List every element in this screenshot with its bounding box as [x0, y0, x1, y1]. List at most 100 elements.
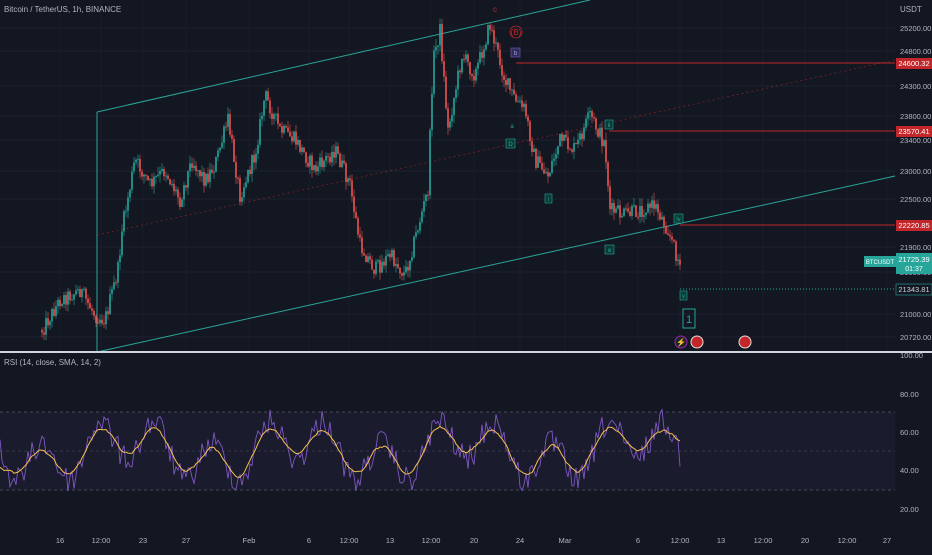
channel-midline — [96, 59, 896, 236]
candle-body — [679, 259, 681, 265]
candle-body — [453, 98, 455, 115]
candle-body — [519, 100, 521, 102]
rsi-legend[interactable]: RSI (14, close, SMA, 14, 2) — [4, 358, 101, 367]
candle-body — [463, 58, 465, 60]
candle-body — [497, 42, 499, 50]
wave-label-d: D — [508, 142, 513, 148]
candle-body — [509, 78, 511, 90]
candle-body — [133, 162, 135, 172]
price-chart-svg[interactable]: c (B) b a D i ii iii iv v 1 ⚡ — [0, 0, 932, 353]
wave-label-c: c — [493, 5, 497, 14]
candle-body — [465, 54, 467, 60]
rsi-tick-label: 20.00 — [900, 505, 919, 514]
candle-body — [571, 149, 573, 152]
candle-body — [153, 176, 155, 187]
candle-body — [583, 127, 585, 140]
candle-body — [597, 129, 599, 137]
candle-body — [397, 264, 399, 268]
candle-body — [567, 137, 569, 150]
candle-body — [237, 177, 239, 179]
wave-label-i: i — [548, 197, 549, 203]
candle-body — [291, 136, 293, 142]
wave-label-iii: iii — [608, 248, 611, 254]
channel-upper-line[interactable] — [96, 0, 591, 113]
candle-body — [379, 260, 381, 273]
candle-body — [353, 196, 355, 213]
candle-body — [671, 236, 673, 240]
candle-body — [411, 257, 413, 261]
main-legend[interactable]: Bitcoin / TetherUS, 1h, BINANCE — [4, 5, 122, 14]
candle-body — [261, 115, 263, 120]
candle-body — [487, 25, 489, 45]
candle-body — [655, 204, 657, 209]
candle-body — [107, 311, 109, 315]
candle-body — [421, 211, 423, 223]
symbol-name[interactable]: Bitcoin / TetherUS — [4, 5, 68, 14]
candle-body — [75, 290, 77, 295]
candle-body — [423, 201, 425, 212]
candle-body — [399, 267, 401, 274]
candle-body — [601, 127, 603, 146]
candle-body — [197, 170, 199, 172]
candle-body — [621, 215, 623, 218]
candle-body — [373, 269, 375, 274]
candle-body — [615, 208, 617, 213]
price-axis[interactable]: USDT 25200.00 24800.00 24300.00 23800.00 234… — [864, 5, 932, 342]
rsi-axis[interactable]: 100.00 80.00 60.00 40.00 20.00 — [900, 351, 923, 514]
candle-body — [629, 211, 631, 216]
candle-body — [185, 185, 187, 188]
candle-body — [301, 147, 303, 152]
rsi-chart-svg[interactable]: 100.00 80.00 60.00 40.00 20.00 — [0, 351, 932, 530]
price-badge-level2 — [896, 126, 932, 137]
candle-body — [105, 311, 107, 325]
candle-body — [451, 114, 453, 122]
rsi-pane[interactable]: 100.00 80.00 60.00 40.00 20.00 RSI (14, clos… — [0, 351, 932, 530]
candle-body — [481, 52, 483, 58]
candle-body — [41, 330, 43, 333]
price-badge-level3-text: 22220.85 — [898, 221, 929, 230]
candle-body — [221, 142, 223, 148]
time-label: 27 — [883, 536, 891, 545]
candle-body — [331, 151, 333, 163]
candle-body — [537, 156, 539, 168]
rsi-tick-label: 60.00 — [900, 428, 919, 437]
candle-body — [507, 78, 509, 85]
economic-event-icon — [690, 335, 704, 349]
candle-body — [285, 125, 287, 128]
candle-body — [577, 139, 579, 145]
candle-body — [521, 100, 523, 108]
rsi-line — [0, 408, 681, 492]
candle-body — [573, 143, 575, 152]
price-chart-pane[interactable]: c (B) b a D i ii iii iv v 1 ⚡ — [0, 0, 932, 353]
candle-body — [207, 173, 209, 183]
candle-body — [603, 140, 605, 146]
time-axis[interactable]: 16 12:00 23 27 Feb 6 12:00 13 12:00 20 24 Mar 6 12:00… — [0, 530, 932, 550]
candle-body — [349, 178, 351, 181]
wave-b-marker-box — [510, 47, 521, 58]
candle-body — [137, 158, 139, 160]
candle-body — [275, 113, 277, 115]
candle-body — [563, 134, 565, 141]
candle-body — [409, 260, 411, 271]
candle-body — [641, 206, 643, 217]
wave-labels: c (B) b a D i ii iii iv v 1 — [493, 5, 696, 329]
candle-body — [473, 75, 475, 81]
pane-divider[interactable] — [0, 351, 932, 353]
economic-event-icon-2 — [738, 335, 752, 349]
candle-body — [613, 202, 615, 213]
interval-label[interactable]: 1h — [72, 5, 82, 14]
event-icons[interactable]: ⚡ — [674, 335, 752, 349]
candle-body — [167, 175, 169, 179]
candle-body — [243, 187, 245, 198]
candle-body — [425, 194, 427, 202]
channel-lower-line[interactable] — [96, 175, 896, 353]
price-gridlines — [0, 27, 895, 338]
candle-body — [407, 266, 409, 271]
candle-body — [43, 332, 45, 335]
candle-body — [385, 255, 387, 266]
candle-body — [569, 149, 571, 151]
currency-label: USDT — [900, 5, 922, 14]
candle-body — [607, 162, 609, 187]
candle-body — [445, 76, 447, 109]
wave-b-circle — [509, 25, 523, 39]
